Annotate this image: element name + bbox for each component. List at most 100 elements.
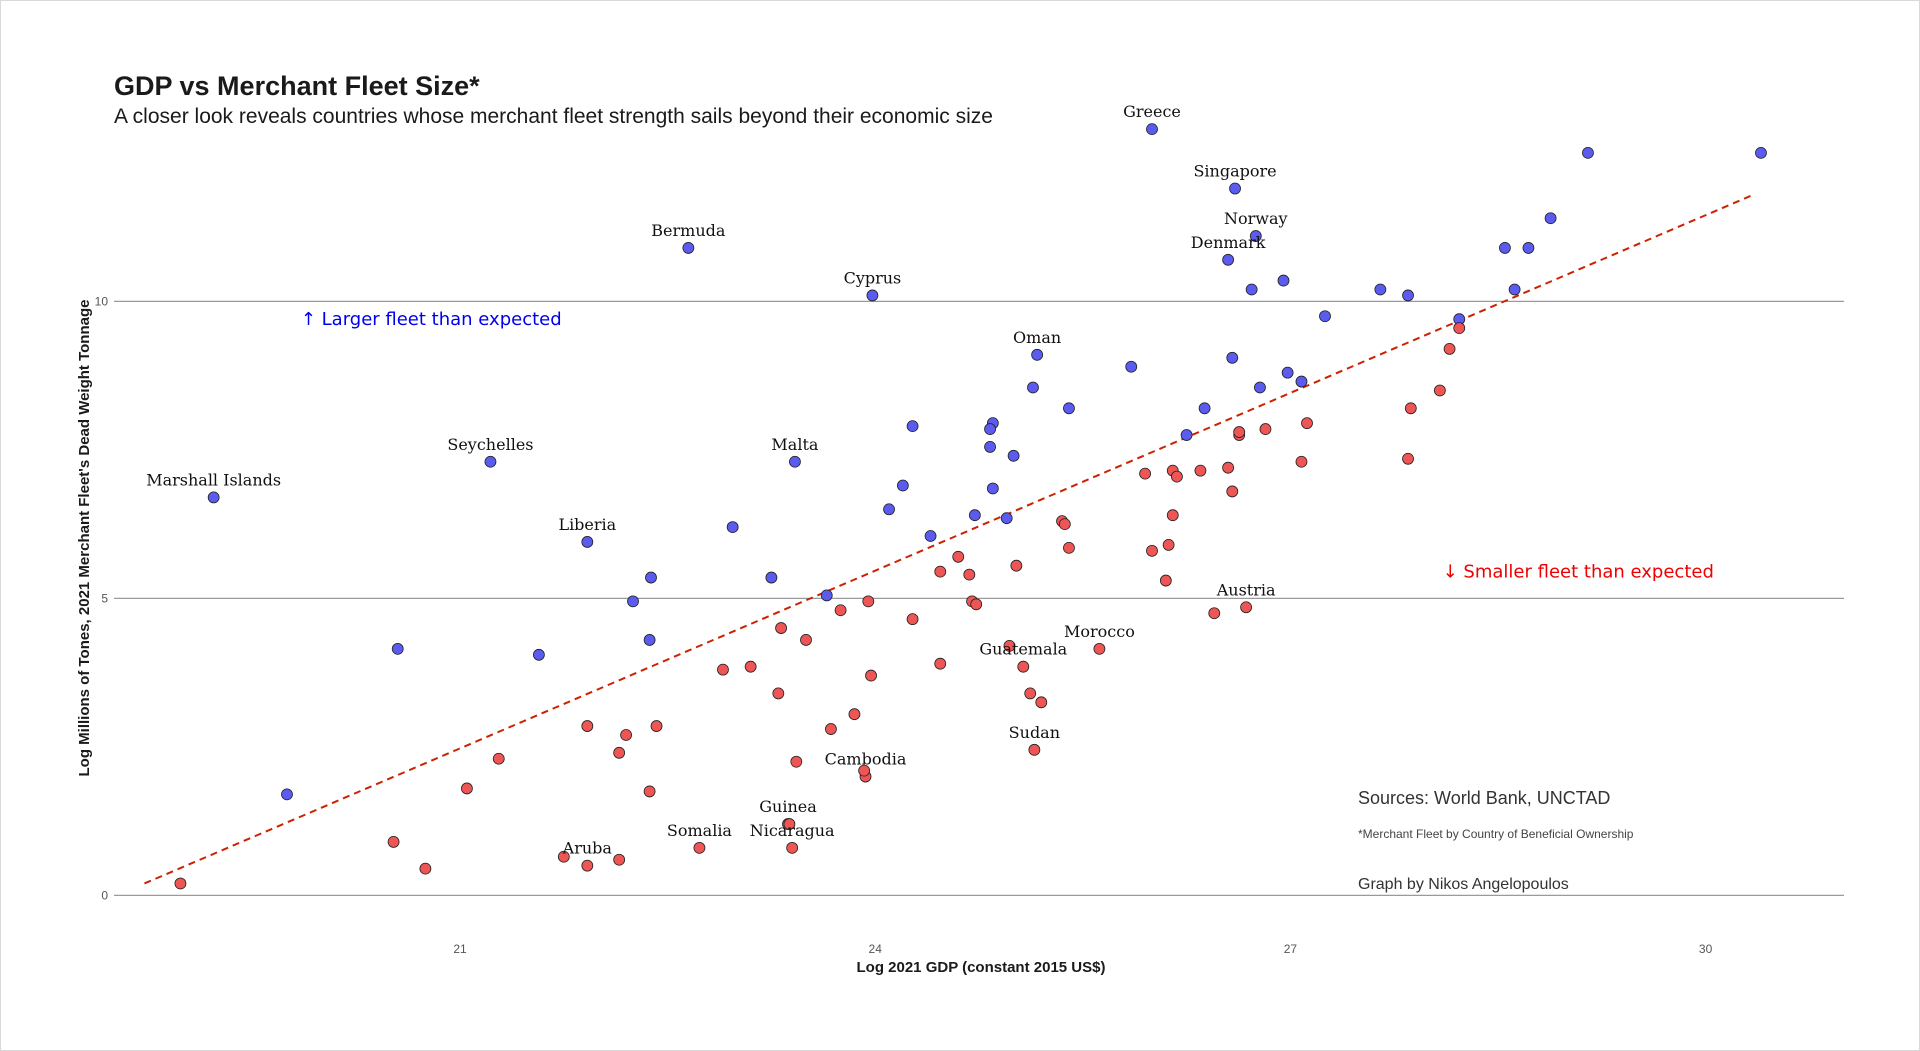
data-point: [862, 595, 875, 608]
data-point: [1024, 687, 1037, 700]
data-point: [783, 818, 796, 830]
data-point: [834, 604, 847, 617]
data-point: [1544, 212, 1557, 225]
point-label: Liberia: [558, 515, 616, 534]
data-point: [620, 729, 632, 741]
data-point: [461, 782, 473, 795]
data-point: [281, 788, 293, 801]
annotation-larger-fleet: ↑ Larger fleet than expected: [301, 309, 562, 330]
data-point: [1508, 283, 1521, 296]
data-point: [1035, 696, 1048, 709]
data-point: [1028, 743, 1041, 756]
data-point: [613, 853, 626, 866]
point-label: Singapore: [1193, 162, 1276, 181]
data-point: [581, 720, 594, 732]
data-point: [726, 521, 739, 533]
data-point: [1000, 512, 1013, 525]
data-point: [1222, 253, 1235, 266]
trend-line-group: [144, 193, 1755, 885]
data-point: [613, 746, 626, 759]
data-point: [643, 634, 656, 646]
data-point: [1443, 342, 1456, 355]
point-label: Guatemala: [979, 640, 1067, 659]
data-point: [1198, 402, 1211, 415]
x-axis-title: Log 2021 GDP (constant 2015 US$): [857, 959, 1106, 976]
point-label: Somalia: [667, 821, 733, 840]
data-point: [744, 660, 757, 673]
point-label: Austria: [1216, 580, 1276, 599]
data-point: [645, 571, 657, 584]
point-label: Norway: [1224, 209, 1288, 228]
point-label: Denmark: [1191, 233, 1266, 252]
data-point: [934, 565, 947, 578]
data-point: [825, 723, 837, 735]
point-label: Malta: [771, 435, 818, 454]
data-point: [952, 550, 965, 563]
trend-line: [144, 193, 1755, 885]
data-point: [858, 764, 871, 777]
data-point: [1166, 509, 1179, 522]
point-label: Cambodia: [825, 750, 907, 769]
data-point: [1031, 348, 1044, 361]
sources-note: Sources: World Bank, UNCTAD: [1358, 788, 1610, 808]
data-point: [1017, 660, 1030, 673]
data-point: [1433, 384, 1446, 397]
data-point: [1146, 544, 1158, 557]
y-tick-label: 5: [101, 591, 108, 605]
data-point: [1245, 283, 1258, 296]
data-point: [391, 642, 404, 655]
data-point: [1226, 351, 1239, 364]
x-tick-label: 24: [869, 942, 883, 956]
point-labels: Greece Singapore Norway Denmark Bermuda Cypru…: [146, 102, 1287, 858]
data-point: [970, 598, 983, 611]
data-point: [174, 877, 187, 890]
point-label: Seychelles: [447, 435, 533, 454]
data-point: [682, 242, 695, 254]
data-point: [1003, 639, 1016, 652]
data-point: [1453, 322, 1466, 335]
data-point: [1208, 607, 1221, 620]
data-point: [1254, 381, 1266, 394]
data-point: [1499, 242, 1511, 254]
data-point: [820, 589, 833, 602]
data-point: [772, 687, 785, 700]
point-label: Nicaragua: [750, 821, 835, 840]
data-point: [1404, 402, 1417, 415]
data-point: [1139, 467, 1151, 480]
data-point: [986, 482, 999, 495]
data-point: [1058, 518, 1071, 531]
data-point: [492, 752, 505, 765]
tick-labels: 0 5 10 21 24 27 30: [95, 294, 1713, 956]
data-point: [693, 841, 706, 854]
data-point: [650, 720, 663, 732]
x-tick-label: 30: [1699, 942, 1713, 956]
graph-credit: Graph by Nikos Angelopoulos: [1358, 876, 1569, 893]
data-point: [1146, 123, 1158, 136]
point-label: Guinea: [759, 797, 817, 816]
x-tick-label: 27: [1284, 942, 1298, 956]
data-point: [1277, 274, 1290, 287]
point-label: Bermuda: [651, 221, 726, 240]
x-tick-label: 21: [453, 942, 467, 956]
point-label: Morocco: [1064, 622, 1135, 641]
data-point: [1222, 461, 1235, 474]
data-point: [848, 708, 861, 721]
data-point: [934, 657, 947, 670]
point-label: Oman: [1013, 328, 1061, 347]
data-point: [1171, 470, 1183, 483]
data-point: [1233, 426, 1246, 438]
data-point: [1281, 366, 1294, 379]
data-point: [1755, 146, 1767, 159]
data-point: [1162, 539, 1175, 551]
data-point: [1027, 381, 1039, 394]
data-point: [865, 669, 877, 682]
data-point: [1226, 485, 1239, 498]
data-point: [790, 755, 803, 768]
data-point: [532, 648, 545, 661]
data-point: [906, 420, 919, 433]
data-points: [174, 123, 1767, 890]
point-label: Cyprus: [844, 268, 902, 287]
data-point: [387, 836, 400, 848]
